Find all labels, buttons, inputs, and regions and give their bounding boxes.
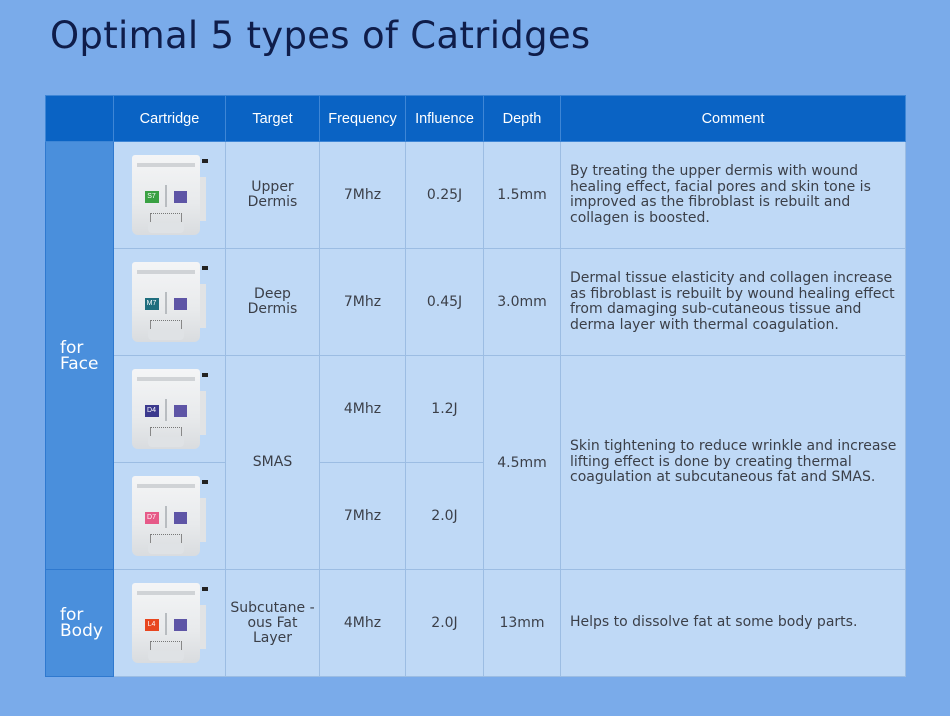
depth-cell: 13mm (483, 569, 561, 677)
depth-cell: 4.5mm (483, 355, 561, 570)
frequency-cell: 4Mhz (319, 569, 406, 677)
page-title: Optimal 5 types of Catridges (50, 14, 591, 57)
cartridge-cell: L4 (113, 569, 226, 677)
group-body-label: for Body (60, 605, 103, 641)
header-depth: Depth (483, 95, 561, 142)
depth-cell: 3.0mm (483, 248, 561, 356)
group-face: for Face (45, 141, 114, 570)
target-cell: Upper Dermis (225, 141, 320, 249)
comment-cell: Helps to dissolve fat at some body parts… (560, 569, 906, 677)
depth-cell: 1.5mm (483, 141, 561, 249)
table-row: for Body L4 Subcutane - ous Fat Layer 4M… (45, 569, 906, 677)
frequency-cell: 4Mhz (319, 355, 406, 463)
cartridge-cell: S7 (113, 141, 226, 249)
cartridge-table: Cartridge Target Frequency Influence Dep… (45, 95, 906, 677)
group-face-label: for Face (60, 337, 99, 374)
cartridge-image: L4 (131, 583, 208, 663)
frequency-cell: 7Mhz (319, 462, 406, 570)
cartridge-cell: D7 (113, 462, 226, 570)
table-row: M7 Deep Dermis 7Mhz 0.45J 3.0mm Dermal t… (46, 248, 906, 356)
table-row: D7 7Mhz 2.0J (46, 462, 906, 570)
cartridge-code: M7 (144, 298, 159, 310)
target-cell: SMAS (225, 355, 320, 570)
group-body: for Body (45, 569, 114, 677)
comment-cell: By treating the upper dermis with wound … (560, 141, 906, 249)
comment-cell: Dermal tissue elasticity and collagen in… (560, 248, 906, 356)
header-row: Cartridge Target Frequency Influence Dep… (45, 95, 906, 142)
influence-cell: 0.25J (405, 141, 484, 249)
influence-cell: 0.45J (405, 248, 484, 356)
cartridge-code: L4 (144, 619, 159, 631)
comment-cell: Skin tightening to reduce wrinkle and in… (560, 355, 906, 570)
cartridge-cell: M7 (113, 248, 226, 356)
target-cell: Deep Dermis (225, 248, 320, 356)
cartridge-image: M7 (131, 262, 208, 342)
cartridge-code: D4 (144, 405, 159, 417)
influence-cell: 2.0J (405, 569, 484, 677)
header-influence: Influence (405, 95, 484, 142)
table-row: D4 SMAS 4Mhz 1.2J 4.5mm Skin tightening … (46, 355, 906, 570)
frequency-cell: 7Mhz (319, 141, 406, 249)
cartridge-image: D4 (131, 369, 208, 449)
influence-cell: 2.0J (405, 462, 484, 570)
cartridge-cell: D4 (113, 355, 226, 463)
header-target: Target (225, 95, 320, 142)
target-cell: Subcutane - ous Fat Layer (225, 569, 320, 677)
influence-cell: 1.2J (405, 355, 484, 463)
cartridge-code: D7 (144, 512, 159, 524)
header-group (45, 95, 114, 142)
header-comment: Comment (560, 95, 906, 142)
frequency-cell: 7Mhz (319, 248, 406, 356)
header-cartridge: Cartridge (113, 95, 226, 142)
cartridge-image: D7 (131, 476, 208, 556)
cartridge-image: S7 (131, 155, 208, 235)
header-frequency: Frequency (319, 95, 406, 142)
cartridge-code: S7 (144, 191, 159, 203)
table-row: for Face S7 Upper Dermis 7Mhz 0.25J 1.5m… (45, 141, 906, 570)
